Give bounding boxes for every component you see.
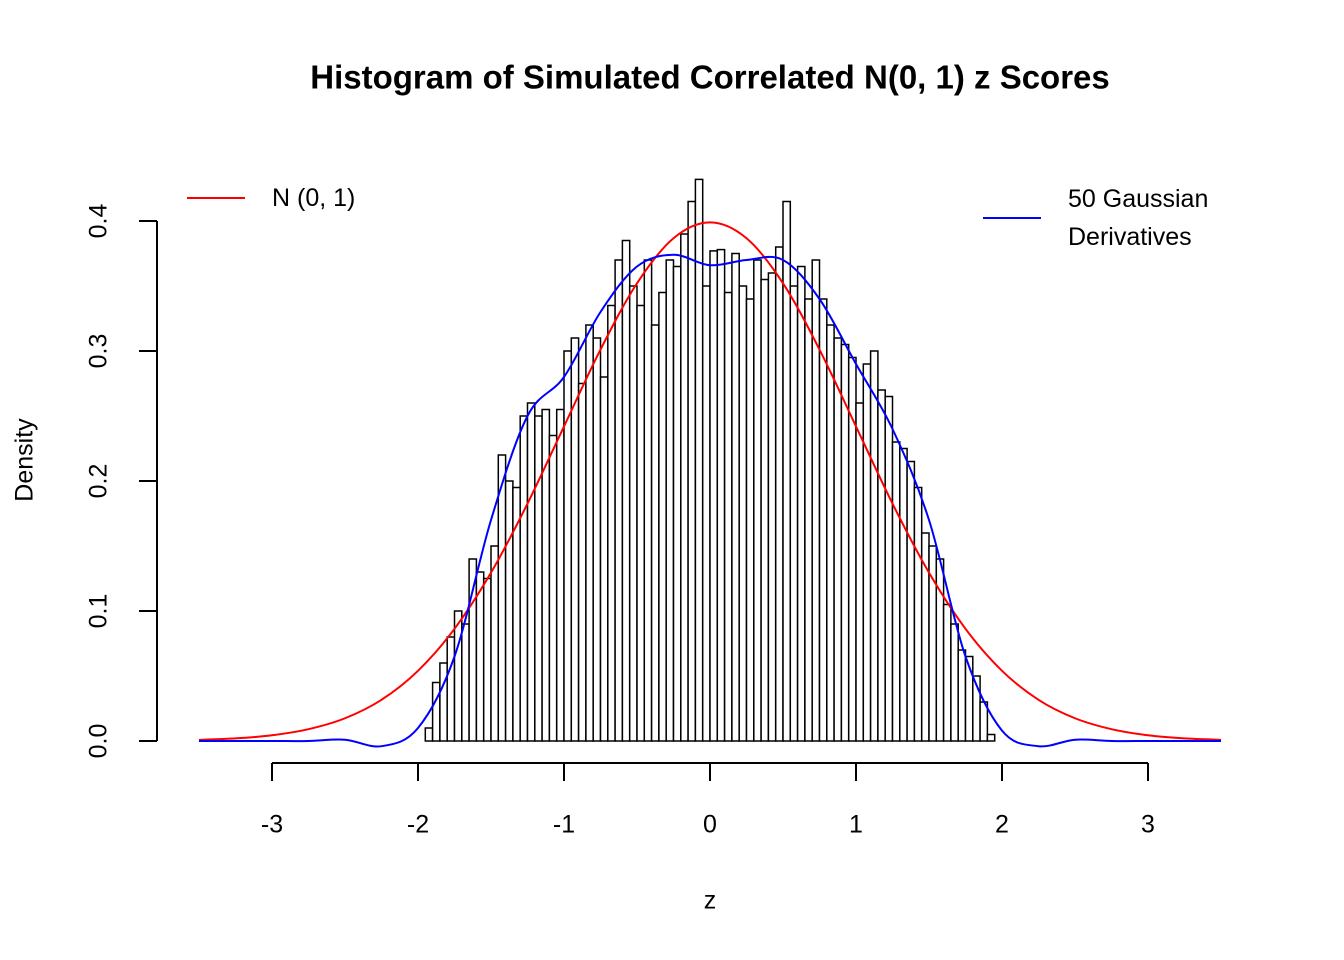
x-tick-label: 0 <box>703 811 717 839</box>
legend-label: 50 Gaussian Derivatives <box>1068 185 1209 251</box>
histogram-bar <box>526 402 536 742</box>
histogram-bar <box>942 603 952 742</box>
histogram-bar <box>643 259 653 742</box>
histogram-bar <box>680 233 689 742</box>
histogram-bar <box>701 285 711 742</box>
histogram-bar <box>774 246 784 742</box>
y-tick-label: 0.4 <box>85 204 113 239</box>
x-axis-label: z <box>704 887 717 915</box>
histogram-bar <box>753 259 762 742</box>
x-tick-label: -1 <box>553 811 575 839</box>
histogram-bar <box>461 623 470 742</box>
histogram-bar <box>446 636 456 742</box>
histogram-bar <box>628 285 638 742</box>
histogram-bar <box>672 265 682 742</box>
histogram-bar <box>431 681 441 742</box>
histogram-bar <box>504 480 514 742</box>
histogram-bar <box>782 200 792 742</box>
x-tick-label: 3 <box>1141 811 1155 839</box>
histogram-bar <box>687 200 697 742</box>
histogram-bar <box>439 662 448 742</box>
histogram-bar <box>519 415 529 742</box>
histogram-bar <box>731 252 740 742</box>
histogram-bar <box>811 259 821 742</box>
histogram-bar <box>636 304 646 742</box>
histogram-bar <box>869 350 879 742</box>
histogram-bar <box>796 265 806 742</box>
histogram-bar <box>548 434 558 742</box>
histogram-bar <box>738 285 748 742</box>
histogram-bar <box>862 363 872 742</box>
histogram-bar <box>855 402 865 742</box>
histogram-bar <box>497 454 507 742</box>
x-tick-label: -3 <box>261 811 283 839</box>
histogram-bar <box>650 324 660 742</box>
y-tick-label: 0.2 <box>85 464 113 499</box>
x-tick-label: 2 <box>995 811 1009 839</box>
histogram-bar <box>920 532 930 742</box>
histogram-bar <box>826 324 835 742</box>
histogram-bar <box>475 571 485 742</box>
histogram-bar <box>957 649 967 742</box>
density-line <box>199 253 1221 748</box>
histogram-bar <box>563 350 573 742</box>
histogram-bar <box>621 239 631 742</box>
histogram-bar <box>592 337 602 742</box>
histogram-bar <box>818 298 828 742</box>
histogram-bar <box>709 250 719 742</box>
histogram-bar <box>453 610 463 742</box>
histogram-bar <box>804 298 813 742</box>
histogram-bar <box>877 389 886 742</box>
histogram-bar <box>665 259 675 742</box>
histogram-bar <box>767 272 777 742</box>
histogram-bar <box>789 285 799 742</box>
histogram-bar <box>899 447 908 742</box>
y-axis-label: Density <box>11 418 39 502</box>
histogram-bar <box>723 291 733 742</box>
histogram-bar <box>585 324 594 742</box>
histogram-bar <box>950 623 959 742</box>
chart-title: Histogram of Simulated Correlated N(0, 1… <box>310 59 1110 96</box>
histogram-bar <box>760 278 770 742</box>
histogram-bar <box>555 408 565 742</box>
density-line <box>198 221 1222 741</box>
y-tick-label: 0.3 <box>85 334 113 369</box>
histogram-bar <box>482 577 492 742</box>
histogram-bar <box>745 298 755 742</box>
x-tick-label: 1 <box>849 811 863 839</box>
histogram-bar <box>833 337 843 742</box>
histogram-bar <box>577 382 587 742</box>
histogram-bar <box>534 415 543 742</box>
histogram-bar <box>891 441 901 742</box>
histogram-bar <box>599 376 609 742</box>
histogram-bar <box>716 248 726 742</box>
y-tick-label: 0.1 <box>85 594 113 629</box>
histogram-bar <box>658 291 667 742</box>
x-tick-label: -2 <box>407 811 429 839</box>
histogram-bar <box>986 733 996 742</box>
histogram-bar <box>913 486 923 742</box>
y-tick-label: 0.0 <box>85 724 113 759</box>
histogram-bar <box>884 395 894 742</box>
histogram-bar <box>906 460 916 742</box>
histogram-bar <box>424 727 434 742</box>
legend-label: N (0, 1) <box>272 184 356 212</box>
histogram-bar <box>607 304 616 742</box>
histogram-bar <box>490 545 500 742</box>
histogram-bar <box>614 259 624 742</box>
